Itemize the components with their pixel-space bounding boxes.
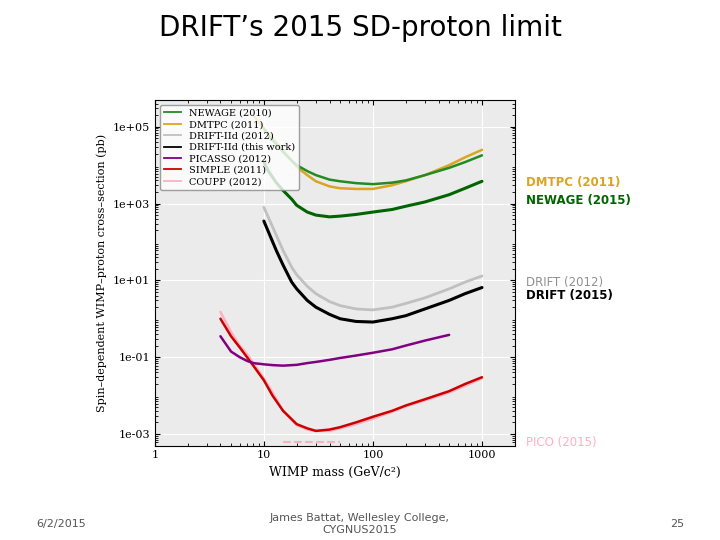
Text: DRIFT (2015): DRIFT (2015) xyxy=(526,289,613,302)
Text: DRIFT (2012): DRIFT (2012) xyxy=(526,275,603,288)
Text: DRIFT’s 2015 SD-proton limit: DRIFT’s 2015 SD-proton limit xyxy=(158,14,562,42)
Text: 6/2/2015: 6/2/2015 xyxy=(36,519,86,529)
Legend: NEWAGE (2010), DMTPC (2011), DRIFT-IId (2012), DRIFT-IId (this work), PICASSO (2: NEWAGE (2010), DMTPC (2011), DRIFT-IId (… xyxy=(160,105,299,190)
Y-axis label: Spin–dependent WIMP–proton cross–section (pb): Spin–dependent WIMP–proton cross–section… xyxy=(96,133,107,412)
X-axis label: WIMP mass (GeV/c²): WIMP mass (GeV/c²) xyxy=(269,466,400,479)
Text: PICO (2015): PICO (2015) xyxy=(526,436,596,449)
Text: NEWAGE (2015): NEWAGE (2015) xyxy=(526,194,631,207)
Text: DMTPC (2011): DMTPC (2011) xyxy=(526,176,620,189)
Text: James Battat, Wellesley College,
CYGNUS2015: James Battat, Wellesley College, CYGNUS2… xyxy=(270,513,450,535)
Text: 25: 25 xyxy=(670,519,684,529)
